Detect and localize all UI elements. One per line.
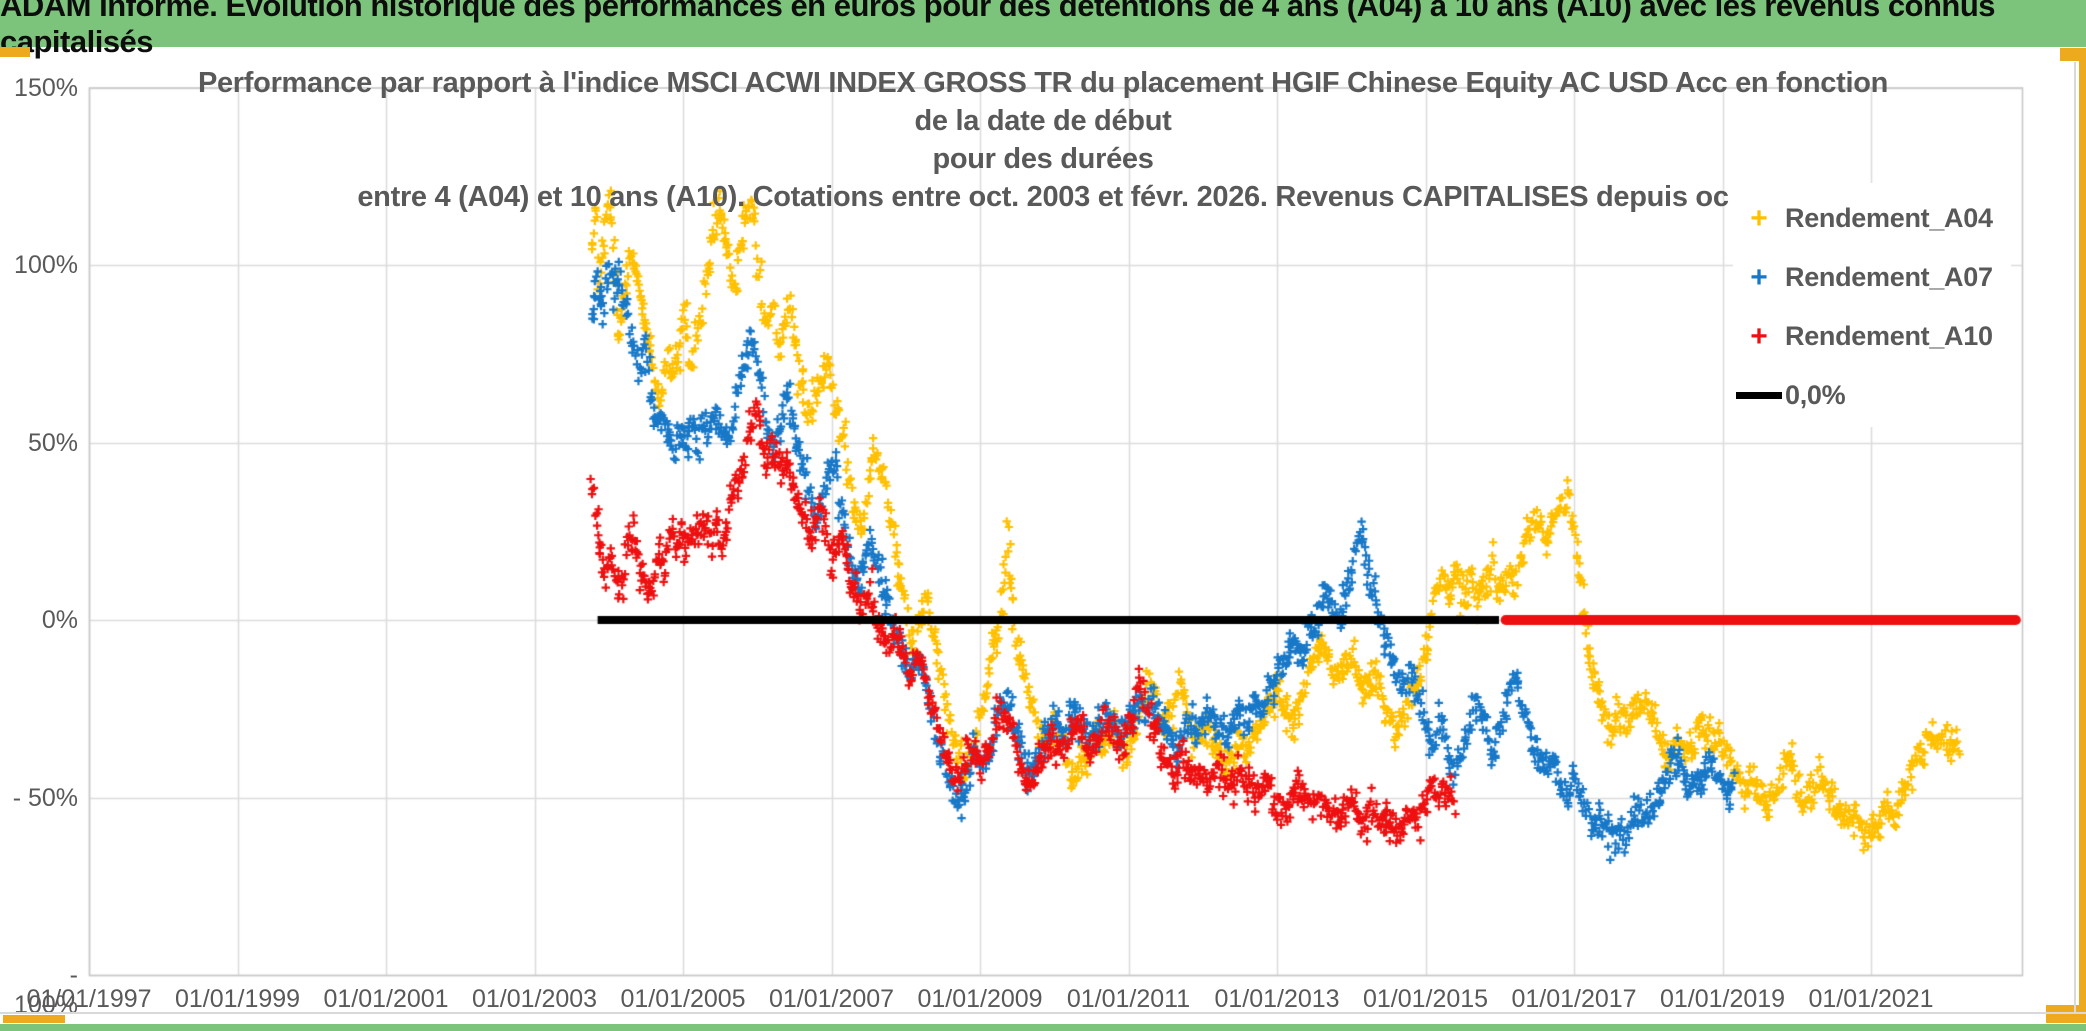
- legend-line-swatch: [1736, 392, 1782, 399]
- bottom-bar: [0, 1024, 2086, 1031]
- x-axis-label: 01/01/2017: [1511, 985, 1637, 1013]
- accent-right-bar: [2079, 48, 2086, 1022]
- legend-item-rendement-a10[interactable]: + Rendement_A10: [1733, 307, 2011, 366]
- chart-title-line-1: Performance par rapport à l'indice MSCI …: [197, 67, 1889, 137]
- y-axis-label: 100%: [14, 251, 78, 279]
- legend-item-rendement-a04[interactable]: + Rendement_A04: [1733, 189, 2011, 248]
- y-axis-label: 150%: [14, 73, 78, 102]
- legend-label: Rendement_A10: [1785, 321, 1993, 351]
- x-axis-label: 01/01/2015: [1362, 985, 1489, 1013]
- footer-divider: [0, 1012, 2086, 1014]
- x-axis-label: 01/01/2005: [620, 985, 746, 1013]
- legend-label: Rendement_A07: [1785, 262, 1993, 292]
- legend-item-rendement-a07[interactable]: + Rendement_A07: [1733, 248, 2011, 307]
- chart-frame-right-border: [2074, 62, 2076, 1012]
- x-axis-label: 01/01/2011: [1066, 985, 1191, 1013]
- x-axis-label: 01/01/2007: [768, 985, 895, 1013]
- y-axis-label: 50%: [27, 428, 78, 457]
- chart-legend: + Rendement_A04 + Rendement_A07 + Rendement_A…: [1733, 183, 2011, 427]
- y-axis-label: - 50%: [12, 783, 78, 812]
- legend-label: 0,0%: [1785, 380, 1846, 410]
- chart-title-line-2: pour des durées: [932, 143, 1154, 175]
- x-axis-label: 01/01/2021: [1808, 985, 1934, 1013]
- legend-label: Rendement_A04: [1785, 203, 1993, 233]
- chart-title: Performance par rapport à l'indice MSCI …: [193, 64, 1893, 216]
- legend-plus-icon: +: [1750, 201, 1768, 235]
- y-axis-label: 0%: [41, 606, 78, 634]
- legend-item-0-0-[interactable]: 0,0%: [1733, 366, 2011, 425]
- legend-plus-icon: +: [1750, 260, 1768, 294]
- legend-plus-icon: +: [1750, 319, 1768, 353]
- accent-top-left-square: [0, 47, 30, 57]
- x-axis-label: 01/01/2013: [1214, 985, 1340, 1013]
- x-axis-label: 01/01/2019: [1659, 985, 1786, 1013]
- accent-bottom-right-corner: [2046, 1005, 2086, 1023]
- x-axis-label: 01/01/1997: [26, 985, 152, 1013]
- accent-bottom-left-square: [3, 1015, 65, 1023]
- x-axis-label: 01/01/2009: [917, 985, 1043, 1013]
- y-axis-label: - 100%: [14, 961, 78, 1019]
- chart-title-line-3: entre 4 (A04) et 10 ans (A10). Cotations…: [357, 181, 1729, 213]
- x-axis-label: 01/01/2003: [471, 985, 598, 1013]
- x-axis-label: 01/01/1999: [174, 985, 301, 1013]
- x-axis-label: 01/01/2001: [323, 985, 449, 1013]
